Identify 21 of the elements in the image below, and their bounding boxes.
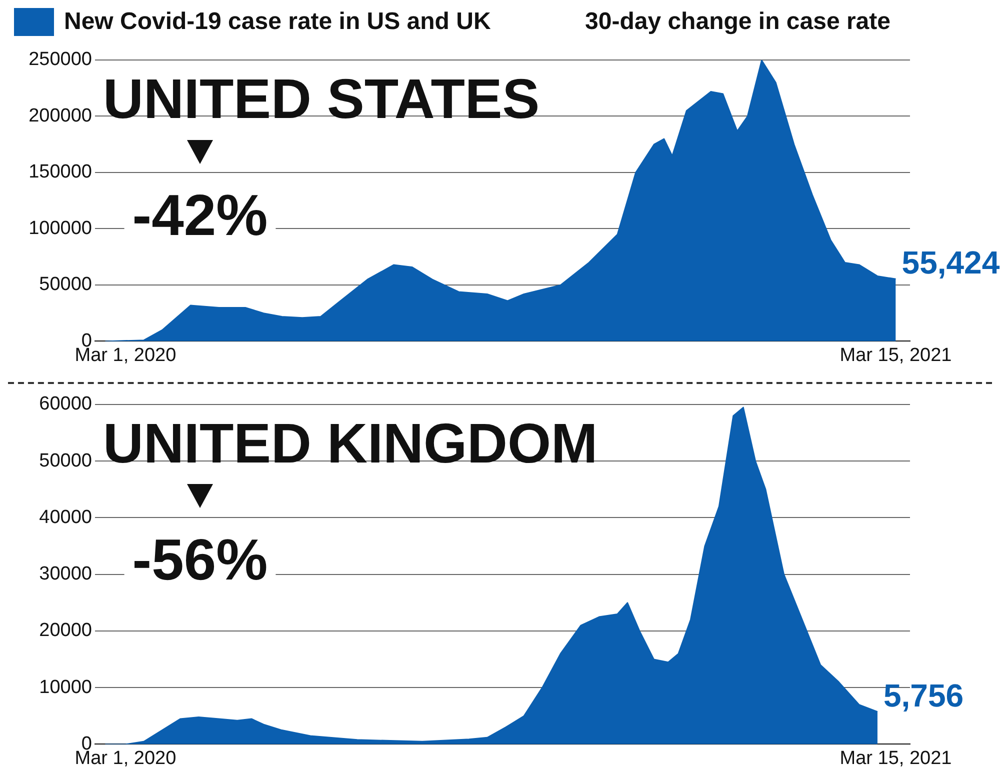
y-tick-label: 50000 bbox=[39, 274, 92, 296]
annotation: -56% bbox=[132, 527, 268, 592]
y-tick-label: 100000 bbox=[28, 218, 92, 239]
y-tick-label: 10000 bbox=[39, 676, 92, 698]
x-tick-label: Mar 15, 2021 bbox=[840, 344, 952, 366]
chart-title: UNITED STATES bbox=[103, 67, 540, 130]
data-label: 55,424 bbox=[902, 244, 1000, 281]
y-tick-label: 30000 bbox=[39, 564, 92, 585]
legend-label: New Covid-19 case rate in US and UK bbox=[64, 8, 491, 36]
x-tick-label: Mar 15, 2021 bbox=[840, 748, 952, 769]
annotation: -42% bbox=[132, 183, 268, 248]
data-label: 5,756 bbox=[883, 677, 964, 714]
chart-subtitle: 30-day change in case rate bbox=[585, 8, 890, 36]
y-tick-label: 150000 bbox=[28, 162, 92, 183]
y-tick-label: 60000 bbox=[39, 394, 92, 415]
y-tick-label: 50000 bbox=[39, 450, 92, 472]
y-tick-label: 40000 bbox=[39, 506, 92, 528]
chart-title: UNITED KINGDOM bbox=[103, 411, 598, 474]
y-tick-label: 20000 bbox=[39, 620, 92, 642]
y-tick-label: 200000 bbox=[28, 105, 92, 126]
y-tick-label: 250000 bbox=[28, 49, 92, 70]
